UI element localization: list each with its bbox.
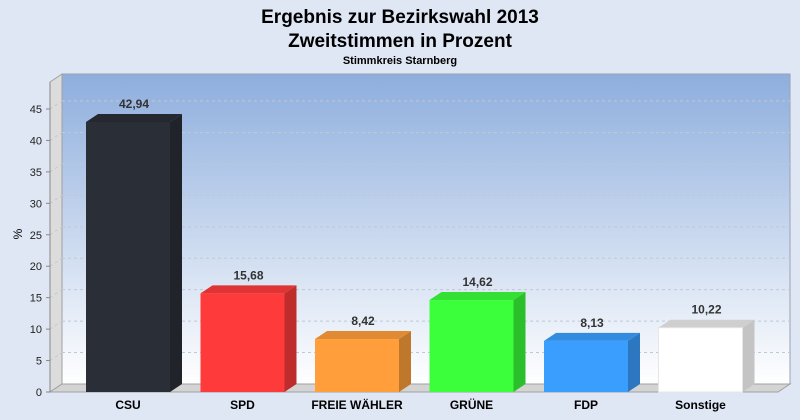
data-label: 8,42 — [351, 314, 375, 328]
bar-spd — [200, 293, 285, 392]
x-tick-label: FREIE WÄHLER — [311, 397, 403, 412]
bar-top — [429, 292, 526, 301]
bar-top — [200, 285, 297, 294]
bar-freie-wähler — [315, 339, 399, 392]
chart-subsubtitle: Stimmkreis Starnberg — [343, 55, 457, 67]
bar-side — [399, 331, 411, 392]
bar-side — [170, 113, 182, 392]
data-label: 15,68 — [233, 268, 263, 282]
gridline-side — [49, 100, 63, 110]
gridline-side — [49, 257, 63, 267]
data-label: 14,62 — [462, 275, 492, 289]
data-label: 42,94 — [119, 97, 149, 111]
bar-side — [513, 292, 526, 392]
bar-csu — [86, 121, 170, 392]
x-tick-label: Sonstige — [675, 398, 726, 412]
y-tick-label: 45 — [30, 104, 42, 116]
bar-grüne — [429, 300, 514, 392]
y-axis-label: % — [11, 228, 25, 239]
gridline-side — [49, 194, 63, 204]
bar-top — [315, 331, 411, 340]
chart-title: Ergebnis zur Bezirkswahl 2013 — [261, 7, 539, 28]
gridline-side — [49, 226, 63, 236]
x-tick-label: CSU — [115, 398, 140, 412]
x-tick-label: FDP — [574, 398, 598, 412]
gridline-side — [49, 352, 63, 361]
bar-top — [86, 113, 182, 122]
bar-top — [658, 319, 755, 328]
y-tick-label: 25 — [30, 230, 42, 242]
data-label: 10,22 — [691, 303, 721, 317]
gridline-side — [49, 132, 63, 141]
y-tick-label: 5 — [36, 356, 42, 368]
bar-side — [742, 319, 755, 392]
gridline-side — [49, 320, 63, 330]
bar-side — [628, 332, 640, 392]
y-tick-label: 10 — [30, 324, 42, 336]
y-tick-label: 20 — [30, 261, 42, 273]
bar-top — [544, 332, 640, 341]
y-tick-label: 15 — [30, 293, 42, 305]
y-tick-label: 35 — [30, 167, 42, 179]
bar-sonstige — [658, 327, 743, 393]
y-tick-label: 30 — [30, 198, 42, 210]
data-label: 8,13 — [580, 316, 604, 330]
x-tick-label: SPD — [230, 398, 255, 412]
y-tick-label: 0 — [36, 387, 42, 399]
gridline-side — [49, 289, 63, 299]
y-tick-label: 40 — [30, 135, 42, 147]
chart-subtitle: Zweitstimmen in Prozent — [288, 31, 512, 52]
x-tick-label: GRÜNE — [450, 397, 493, 412]
bar-side — [284, 285, 297, 392]
bar-fdp — [544, 340, 628, 392]
gridline-side — [49, 163, 63, 173]
